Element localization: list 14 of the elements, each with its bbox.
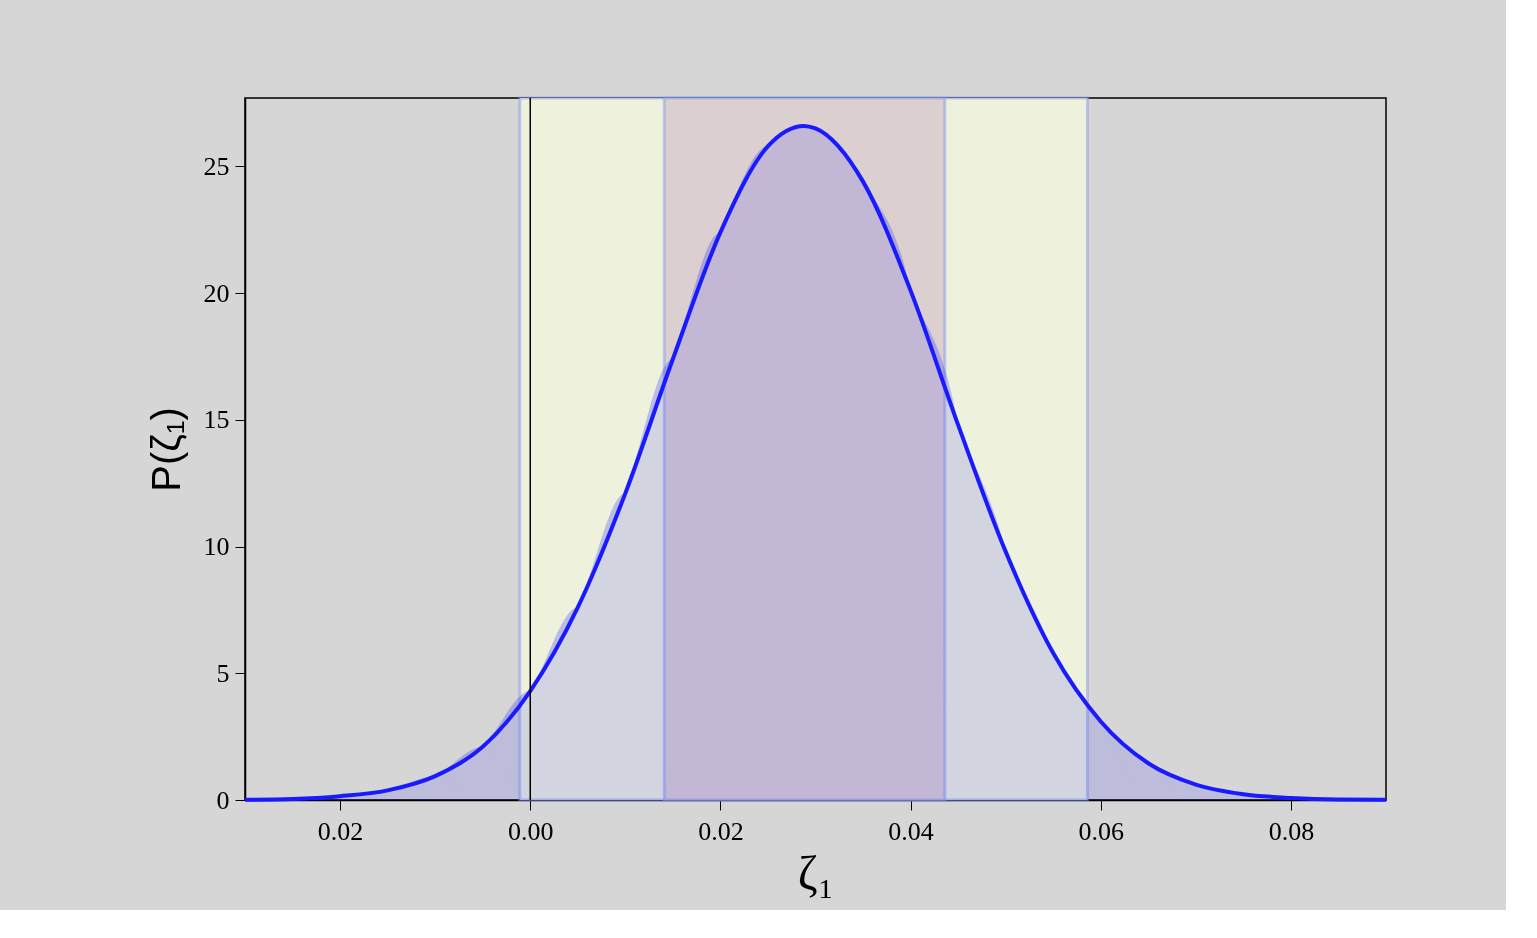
y-axis-title: P(ζ₁) [143, 407, 188, 492]
x-tick-label: 0.02 [698, 816, 744, 846]
y-tick-label: 25 [203, 151, 230, 181]
x-tick-label: 0.02 [317, 816, 364, 846]
x-tick-label: 0.00 [508, 816, 554, 846]
y-tick-label: 0 [216, 785, 230, 815]
x-tick-label: 0.04 [888, 816, 934, 846]
x-tick-label: 0.08 [1268, 816, 1315, 846]
x-axis-title: ζ₁ [797, 845, 835, 899]
x-tick-label: 0.06 [1078, 816, 1124, 846]
y-tick-label: 15 [203, 405, 230, 435]
y-tick-label: 5 [216, 658, 230, 688]
y-tick-label: 10 [203, 532, 230, 562]
y-tick-label: 20 [203, 278, 230, 308]
